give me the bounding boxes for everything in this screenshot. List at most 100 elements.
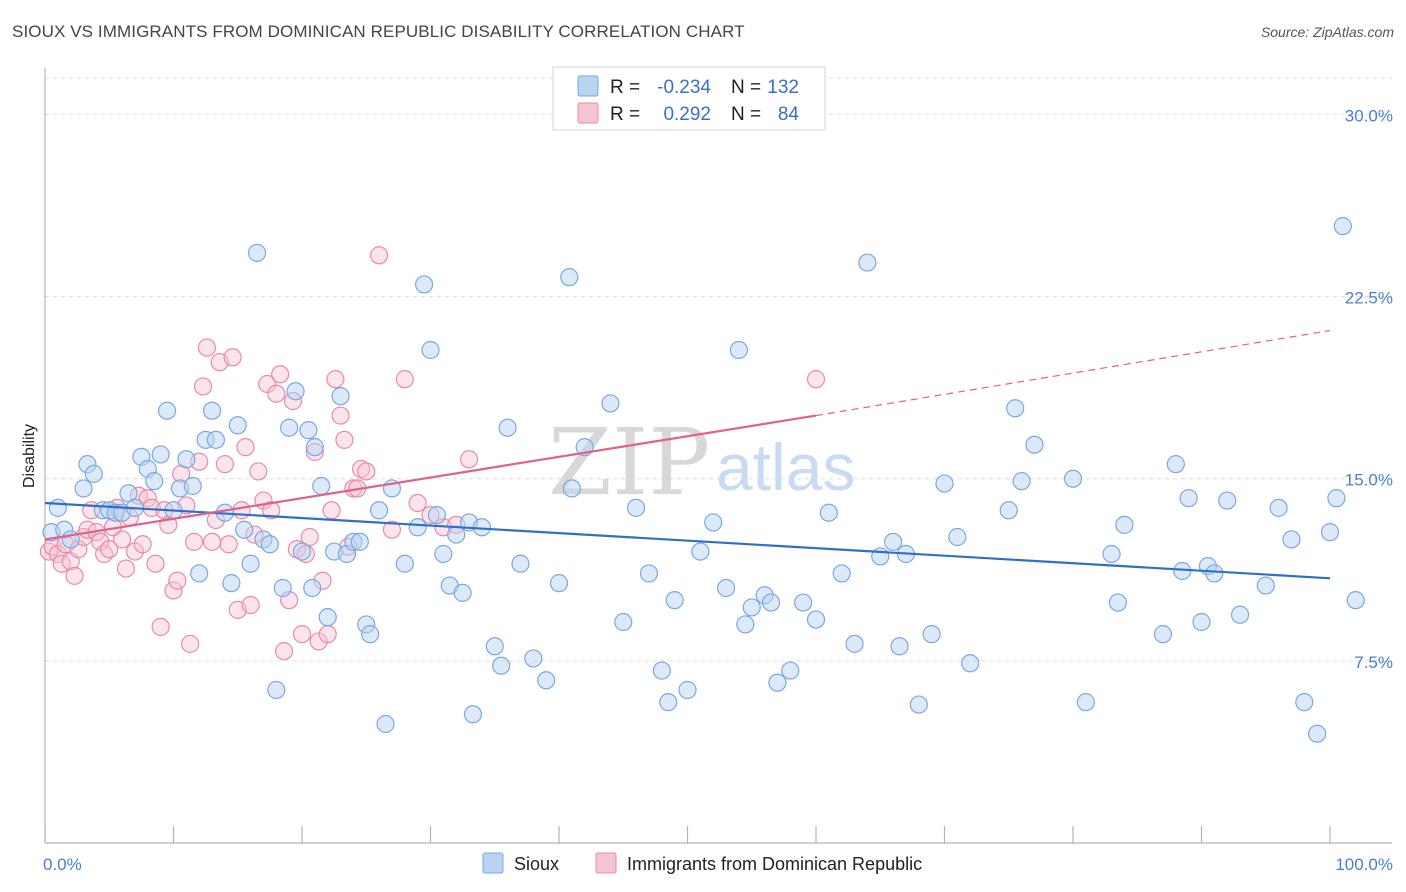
point-sioux [1205, 564, 1224, 583]
point-sioux [794, 593, 813, 612]
point-sioux [1012, 472, 1031, 491]
legend-swatch-dominican [577, 102, 599, 124]
point-dominican [357, 462, 376, 481]
point-sioux [691, 542, 710, 561]
point-sioux [736, 615, 755, 634]
point-dominican [95, 544, 114, 564]
point-sioux [832, 564, 851, 583]
point-sioux [151, 445, 170, 464]
point-sioux [434, 544, 453, 564]
point-dominican [202, 532, 222, 551]
point-sioux [729, 340, 749, 360]
point-sioux [447, 525, 466, 544]
point-sioux [1115, 515, 1134, 534]
point-dominican [241, 595, 260, 615]
point-dominican [335, 430, 354, 449]
point-sioux [1327, 489, 1346, 508]
point-sioux [948, 527, 967, 547]
point-dominican [168, 571, 187, 590]
point-dominican [232, 501, 251, 520]
axes [44, 68, 1392, 844]
point-sioux [183, 476, 202, 496]
point-sioux [1192, 612, 1211, 632]
point-sioux [292, 542, 312, 561]
point-sioux [1333, 217, 1352, 236]
point-sioux [562, 479, 581, 498]
point-sioux [303, 578, 322, 598]
point-sioux [806, 610, 826, 629]
point-sioux [370, 501, 389, 520]
point-sioux [421, 340, 440, 360]
point-sioux [48, 498, 67, 517]
legend-swatch-sioux [577, 75, 599, 97]
point-sioux [768, 673, 787, 692]
point-sioux [781, 661, 800, 680]
point-sioux [267, 680, 286, 700]
point-sioux [492, 656, 511, 675]
point-sioux [549, 574, 569, 593]
point-dominican [181, 634, 200, 653]
point-sioux [761, 593, 781, 612]
legend-swatch-dominican-bottom [595, 852, 617, 874]
point-dominican [65, 566, 84, 585]
point-dominican [267, 384, 286, 403]
point-sioux [1218, 491, 1237, 510]
point-sioux [463, 705, 483, 724]
watermark: ZIP atlas [548, 409, 855, 516]
point-sioux [74, 479, 93, 498]
point-sioux [1025, 435, 1044, 454]
point-sioux [922, 625, 941, 644]
point-sioux [716, 578, 736, 598]
point-sioux [890, 637, 909, 656]
point-dominican [146, 554, 165, 573]
legend-r-value-sioux: -0.234 [657, 77, 711, 98]
point-dominican [236, 438, 255, 457]
point-sioux [202, 401, 222, 420]
point-sioux [909, 695, 928, 714]
point-dominican [112, 530, 132, 549]
point-sioux [1256, 576, 1275, 595]
point-dominican [459, 450, 479, 469]
point-dominican [151, 617, 170, 636]
point-sioux [305, 438, 324, 457]
point-sioux [453, 583, 472, 602]
point-sioux [190, 564, 209, 583]
trend-line-dominican [44, 414, 817, 541]
point-dominican [395, 370, 414, 389]
point-sioux [511, 554, 530, 573]
point-dominican [326, 370, 345, 389]
point-dominican [300, 527, 319, 547]
point-dominican [292, 625, 312, 644]
point-dominican [408, 493, 427, 513]
point-sioux [1295, 693, 1314, 712]
point-sioux [361, 625, 380, 644]
point-sioux [1308, 724, 1327, 743]
point-sioux [704, 513, 723, 532]
point-sioux [1346, 591, 1365, 610]
point-sioux [742, 598, 761, 617]
point-sioux [639, 564, 659, 583]
x-tick-label: 0.0% [43, 855, 82, 874]
point-dominican [215, 455, 234, 474]
point-sioux [273, 578, 292, 598]
point-sioux [1063, 469, 1083, 488]
point-sioux [206, 430, 226, 449]
point-dominican [331, 406, 350, 425]
point-sioux [157, 401, 177, 420]
point-dominican [262, 501, 281, 520]
legend-label-dominican: Immigrants from Dominican Republic [627, 854, 922, 874]
point-sioux [395, 554, 414, 573]
point-sioux [1269, 498, 1288, 517]
point-sioux [408, 518, 427, 537]
legend-r-label-dominican: R = [610, 104, 640, 125]
legend-n-label-sioux: N = [731, 77, 761, 98]
trend-line-dominican-extension [815, 329, 1331, 417]
point-sioux [999, 501, 1018, 520]
series-sioux-points [42, 217, 1365, 743]
point-sioux [228, 416, 247, 435]
y-tick-label: 15.0% [1345, 471, 1393, 490]
point-sioux [331, 387, 350, 406]
point-sioux [241, 554, 260, 573]
point-sioux [1179, 489, 1198, 508]
point-sioux [247, 243, 267, 262]
